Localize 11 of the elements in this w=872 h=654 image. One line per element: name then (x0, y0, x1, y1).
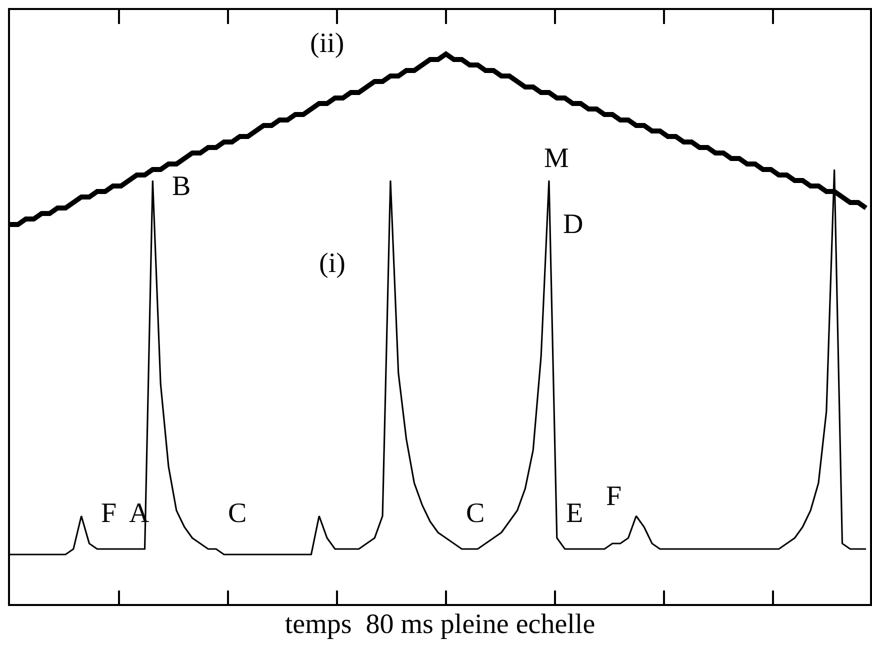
x-axis-title: temps 80 ms pleine echelle (284, 608, 596, 640)
series-label: (i) (319, 248, 346, 279)
annotation: E (566, 498, 584, 529)
annotation: B (172, 171, 191, 202)
annotation: C (466, 498, 485, 529)
annotation: F (101, 498, 117, 529)
annotation: M (544, 143, 569, 174)
legend-label: (ii) (310, 28, 344, 59)
annotation: C (228, 498, 247, 529)
annotation: F (606, 481, 622, 512)
annotation: D (563, 209, 584, 240)
